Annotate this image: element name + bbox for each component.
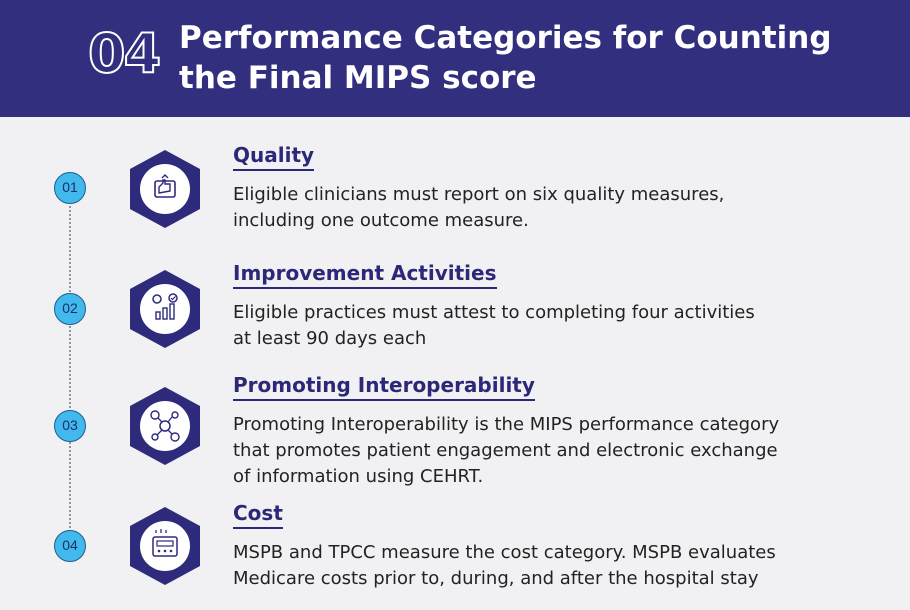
description-line: Promoting Interoperability is the MIPS p… — [233, 414, 780, 435]
description-line: of information using CEHRT. — [233, 466, 484, 487]
description-line: that promotes patient engagement and ele… — [233, 440, 778, 461]
step-number-badge: 01 — [54, 172, 86, 204]
description-line: Medicare costs prior to, during, and aft… — [233, 568, 759, 589]
description-line: Eligible clinicians must report on six q… — [233, 184, 725, 205]
description-line: at least 90 days each — [233, 328, 427, 349]
category-description: Eligible practices must attest to comple… — [233, 300, 893, 352]
description-line: Eligible practices must attest to comple… — [233, 302, 755, 323]
step-number-badge: 04 — [54, 530, 86, 562]
category-heading: Cost — [233, 500, 283, 529]
category-heading: Quality — [233, 142, 315, 171]
title-line-1: Performance Categories for Counting — [179, 20, 832, 56]
header-banner: 04 Performance Categories for Counting t… — [0, 0, 910, 117]
category-description: MSPB and TPCC measure the cost category.… — [233, 540, 893, 592]
section-number: 04 — [87, 22, 162, 85]
description-line: MSPB and TPCC measure the cost category.… — [233, 542, 776, 563]
category-description: Eligible clinicians must report on six q… — [233, 182, 893, 234]
step-number-badge: 03 — [54, 410, 86, 442]
quality-thumbs-up-icon — [128, 148, 202, 230]
cost-calculator-icon — [128, 505, 202, 587]
page-title: Performance Categories for Counting the … — [179, 18, 879, 98]
category-heading: Improvement Activities — [233, 260, 497, 289]
category-description: Promoting Interoperability is the MIPS p… — [233, 412, 893, 490]
description-line: including one outcome measure. — [233, 210, 529, 231]
category-heading: Promoting Interoperability — [233, 372, 535, 401]
timeline-dotted-line — [69, 187, 71, 547]
step-number-badge: 02 — [54, 293, 86, 325]
improvement-chart-gear-icon — [128, 268, 202, 350]
interoperability-network-icon — [128, 385, 202, 467]
title-line-2: the Final MIPS score — [179, 60, 537, 96]
